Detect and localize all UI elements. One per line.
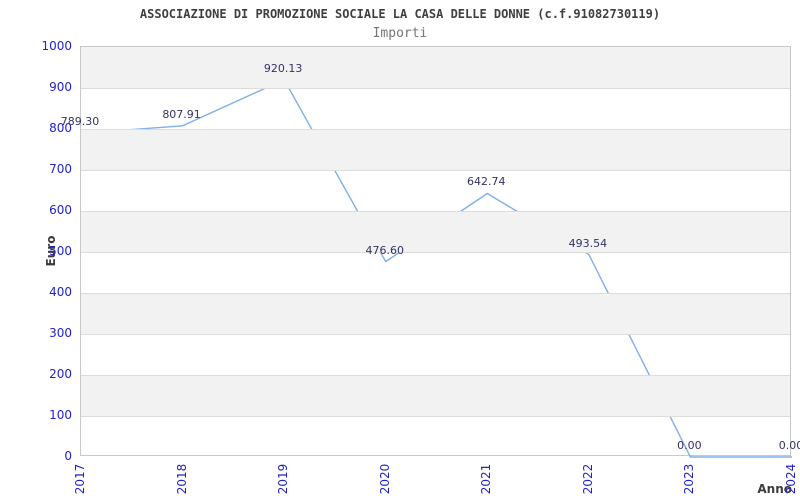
x-axis-title: Anno — [757, 482, 792, 496]
x-tick-label: 2023 — [682, 463, 697, 495]
y-tick-label: 500 — [49, 244, 72, 258]
data-point-label: 0.00 — [677, 439, 702, 452]
x-tick-label: 2021 — [479, 463, 494, 495]
x-tick-label: 2024 — [784, 463, 798, 495]
y-tick-label: 600 — [49, 203, 72, 217]
plot-band — [81, 129, 790, 170]
x-tick-label: 2022 — [580, 463, 595, 495]
x-tick-label: 2017 — [73, 463, 87, 495]
gridline — [81, 293, 790, 294]
data-point-label: 642.74 — [467, 175, 506, 189]
data-point-label: 476.60 — [365, 243, 404, 257]
y-tick-label: 100 — [49, 408, 72, 422]
gridline — [81, 88, 790, 89]
gridline — [81, 375, 790, 376]
gridline — [81, 334, 790, 335]
data-point-label: 807.91 — [162, 107, 201, 121]
plot-band — [81, 211, 790, 252]
gridline — [81, 211, 790, 212]
y-tick-label: 400 — [49, 285, 72, 299]
y-tick-label: 0 — [64, 449, 72, 463]
x-tick-label: 2020 — [377, 463, 392, 495]
plot-area — [80, 46, 792, 458]
chart-title: ASSOCIAZIONE DI PROMOZIONE SOCIALE LA CA… — [139, 7, 661, 21]
gridline — [81, 252, 790, 253]
plot-band — [81, 375, 790, 416]
x-tick-label: 2019 — [276, 463, 291, 495]
gridline — [81, 416, 790, 417]
data-point-label: 789.30 — [60, 115, 100, 129]
x-tick-label: 2018 — [174, 463, 189, 495]
data-point-label: 493.54 — [568, 236, 608, 250]
plot-band — [81, 47, 790, 88]
data-point-label: 920.13 — [263, 61, 303, 75]
y-tick-label: 800 — [49, 121, 72, 135]
gridline — [81, 170, 790, 171]
y-tick-label: 900 — [49, 80, 72, 94]
plot-band — [81, 293, 790, 334]
chart-subtitle: Importi — [372, 26, 428, 41]
y-tick-label: 700 — [49, 162, 72, 176]
y-tick-label: 1000 — [41, 39, 72, 53]
y-tick-label: 300 — [49, 326, 72, 340]
y-tick-label: 200 — [49, 367, 72, 381]
data-point-label: 0.00 — [778, 439, 800, 452]
gridline — [81, 129, 790, 130]
